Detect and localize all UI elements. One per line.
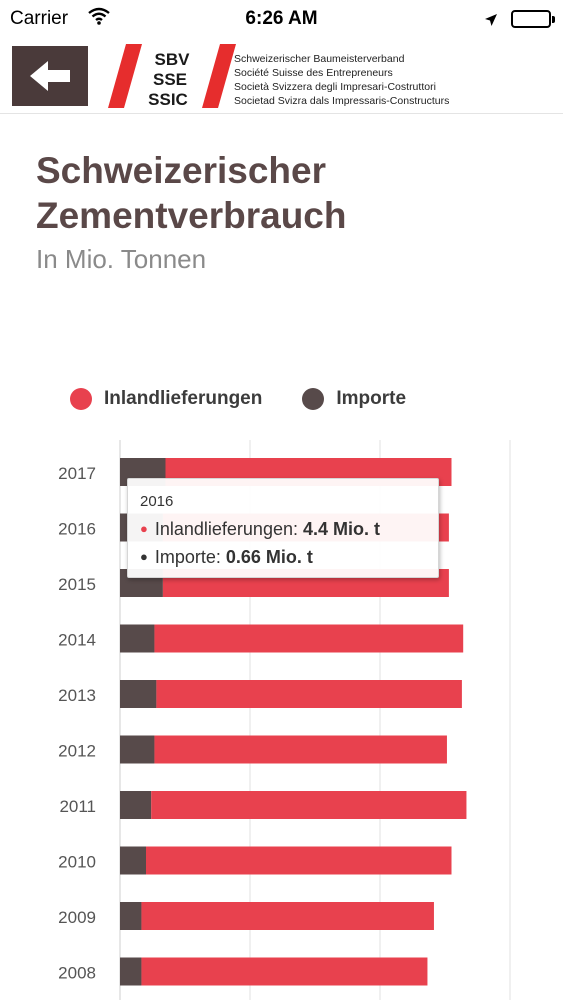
tooltip-label-import: Importe:: [154, 547, 226, 567]
org-name-fr: Société Suisse des Entrepreneurs: [234, 67, 393, 79]
legend-item-import[interactable]: Importe: [302, 388, 406, 410]
bar-inland-2010[interactable]: [146, 846, 452, 875]
bar-importe-2010[interactable]: [120, 846, 146, 875]
bar-inland-2009[interactable]: [141, 902, 434, 930]
y-tick-label: 2016: [58, 520, 96, 539]
y-tick-label: 2011: [59, 797, 96, 816]
tooltip-year: 2016: [140, 493, 174, 510]
tooltip-value-inland: 4.4 Mio. t: [302, 519, 380, 539]
legend-dot-inland: [70, 388, 92, 410]
y-tick-label: 2008: [58, 964, 96, 983]
battery-icon: [511, 10, 555, 28]
bar-importe-2011[interactable]: [120, 791, 152, 819]
bar-importe-2012[interactable]: [120, 735, 155, 764]
app-header: SBV SSE SSIC Schweizerischer Baumeisterv…: [0, 38, 563, 114]
y-tick-label: 2017: [58, 464, 96, 483]
carrier-label: Carrier: [10, 8, 69, 29]
logo-line-2: SSE: [153, 70, 187, 89]
organization-names: Schweizerischer Baumeisterverband Sociét…: [234, 52, 449, 108]
tooltip-row-inland: ● Inlandlieferungen: 4.4 Mio. t: [140, 516, 426, 544]
legend-item-inland[interactable]: Inlandlieferungen: [70, 388, 262, 410]
bar-inland-2012[interactable]: [154, 735, 447, 764]
bar-importe-2014[interactable]: [120, 624, 155, 653]
chart-subtitle: In Mio. Tonnen: [36, 244, 207, 274]
chart-tooltip: 2016 ● Inlandlieferungen: 4.4 Mio. t ● Imp…: [127, 478, 439, 578]
y-tick-label: 2015: [58, 575, 96, 594]
legend-label-import: Importe: [336, 388, 407, 409]
location-arrow-icon: [484, 11, 498, 33]
tooltip-label-inland: Inlandlieferungen:: [154, 519, 303, 539]
bar-importe-2013[interactable]: [120, 680, 157, 708]
sbv-logo: SBV SSE SSIC: [108, 44, 236, 109]
org-name-rm: Societad Svizra dals Impressaris-Constru…: [234, 95, 450, 107]
y-tick-label: 2013: [58, 686, 96, 705]
tooltip-dot-inland: ●: [140, 521, 148, 536]
wifi-icon: [88, 7, 110, 31]
y-tick-label: 2009: [58, 908, 96, 927]
y-tick-label: 2010: [58, 853, 96, 872]
clock-time: 6:26 AM: [245, 8, 318, 29]
y-tick-label: 2012: [58, 742, 96, 761]
legend-label-inland: Inlandlieferungen: [104, 388, 263, 409]
bar-importe-2008[interactable]: [120, 957, 142, 986]
tooltip-value-import: 0.66 Mio. t: [225, 547, 313, 567]
tooltip-dot-import: ●: [140, 549, 148, 564]
bar-inland-2014[interactable]: [154, 624, 464, 653]
status-bar: Carrier 6:26 AM: [0, 0, 563, 38]
legend-dot-import: [302, 388, 325, 410]
tooltip-row-import: ● Importe: 0.66 Mio. t: [140, 544, 426, 572]
bar-inland-2011[interactable]: [151, 791, 467, 819]
back-button[interactable]: [12, 46, 88, 106]
logo-line-1: SBV: [155, 50, 191, 69]
y-tick-label: 2014: [58, 631, 96, 650]
arrow-left-icon: [30, 61, 70, 91]
org-name-it: Società Svizzera degli Impresari-Costrut…: [234, 81, 436, 93]
bar-inland-2008[interactable]: [141, 957, 428, 986]
chart-legend: Inlandlieferungen Importe: [70, 388, 446, 410]
chart-heading: Schweizerischer Zementverbrauch In Mio. …: [36, 148, 416, 275]
bar-importe-2009[interactable]: [120, 902, 142, 930]
bar-inland-2013[interactable]: [156, 680, 462, 708]
chart-title: Schweizerischer Zementverbrauch: [36, 150, 347, 236]
org-name-de: Schweizerischer Baumeisterverband: [234, 53, 405, 65]
logo-line-3: SSIC: [148, 90, 188, 109]
